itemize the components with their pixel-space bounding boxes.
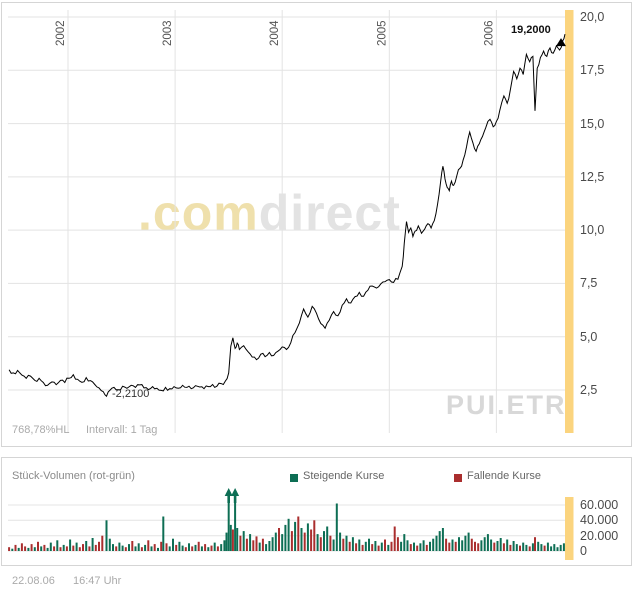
price-axis-label: 17,5: [580, 63, 605, 77]
volume-axis-label: 60.000: [580, 498, 619, 512]
price-axis-label: 10,0: [580, 223, 605, 237]
comdirect-watermark-com: .com: [138, 185, 259, 241]
percent-hl-label: 768,78%HL: [12, 424, 70, 436]
interval-label: Intervall: 1 Tag: [86, 424, 158, 436]
volume-axis-label: 0: [580, 544, 587, 558]
footer-date: 22.08.06: [12, 575, 55, 587]
price-axis-label: 15,0: [580, 117, 605, 131]
falling-legend-swatch-icon: [454, 474, 462, 482]
price-axis-label: 2,5: [580, 383, 598, 397]
low-price-label: -2,2100: [112, 388, 150, 400]
price-axis-label: 7,5: [580, 276, 598, 290]
price-axis-label: 20,0: [580, 10, 605, 24]
rising-legend-label: Steigende Kurse: [303, 470, 385, 482]
volume-axis-label: 40.000: [580, 513, 619, 527]
ticker-watermark: PUI.ETR: [446, 390, 567, 420]
falling-legend-label: Fallende Kurse: [467, 470, 541, 482]
volume-axis-label: 20.000: [580, 529, 619, 543]
footer-time: 16:47 Uhr: [73, 575, 122, 587]
rising-legend-swatch-icon: [290, 474, 298, 482]
volume-title: Stück-Volumen (rot-grün): [12, 470, 135, 482]
comdirect-watermark: .comdirect: [138, 188, 401, 238]
comdirect-watermark-direct: direct: [258, 185, 401, 241]
price-axis-label: 5,0: [580, 330, 598, 344]
current-price-label: 19,2000: [511, 24, 551, 36]
price-axis-label: 12,5: [580, 170, 605, 184]
